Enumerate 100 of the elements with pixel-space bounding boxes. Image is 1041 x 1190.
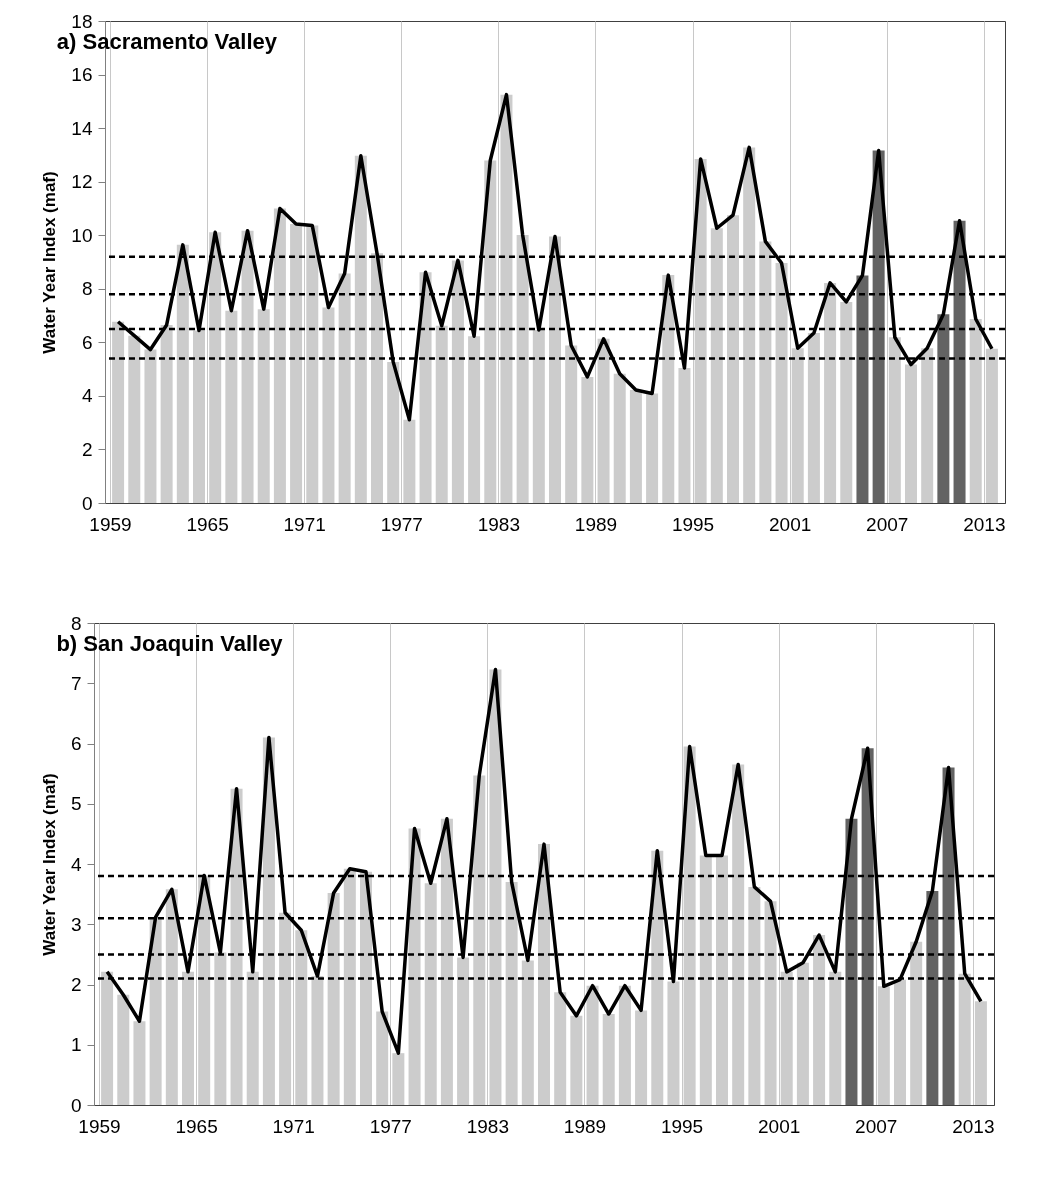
bar: [311, 976, 324, 1105]
bar: [484, 160, 497, 503]
bar: [451, 260, 464, 503]
chart-title: a) Sacramento Valley: [56, 29, 278, 54]
y-tick-label: 3: [70, 913, 82, 935]
y-axis-title: Water Year Index (maf): [40, 171, 60, 354]
bar: [133, 1021, 146, 1105]
bar: [565, 345, 578, 503]
x-tick-label: 1983: [466, 1115, 509, 1137]
bar: [748, 886, 761, 1105]
bar: [953, 220, 966, 503]
y-tick-label: 8: [81, 278, 93, 300]
bar: [354, 155, 367, 503]
bar: [343, 868, 356, 1105]
bar: [602, 1014, 615, 1105]
y-tick-label: 6: [81, 331, 93, 353]
bar: [699, 855, 712, 1105]
bar: [214, 952, 227, 1105]
chart-title: b) San Joaquin Valley: [56, 631, 284, 656]
bar: [710, 228, 723, 503]
bar: [646, 393, 659, 503]
bar: [969, 319, 982, 503]
bar: [613, 373, 626, 503]
x-tick-label: 2007: [855, 1115, 898, 1137]
bar: [149, 917, 162, 1105]
y-tick-label: 0: [70, 1094, 82, 1116]
bar: [257, 309, 270, 503]
bar: [117, 994, 130, 1105]
bar: [327, 892, 340, 1105]
bar: [921, 348, 934, 503]
bar: [910, 941, 923, 1105]
bar: [732, 764, 745, 1105]
y-tick-label: 14: [71, 117, 93, 139]
bar: [424, 883, 437, 1105]
x-tick-label: 1965: [186, 513, 229, 535]
bar: [629, 390, 642, 503]
bar: [824, 282, 837, 503]
bar: [516, 234, 529, 503]
bar: [581, 376, 594, 503]
bar: [764, 901, 777, 1105]
x-tick-label: 1971: [283, 513, 326, 535]
y-tick-label: 0: [81, 492, 93, 514]
y-tick-label: 2: [70, 974, 82, 995]
x-tick-label: 1959: [89, 513, 132, 535]
bar: [937, 314, 950, 503]
x-tick-label: 1977: [369, 1115, 412, 1137]
bar: [521, 960, 534, 1105]
bar: [160, 324, 173, 503]
y-tick-label: 5: [70, 793, 82, 815]
bar: [144, 349, 157, 503]
bar: [241, 230, 254, 503]
bar: [360, 871, 372, 1105]
bar: [796, 962, 809, 1105]
bar: [338, 273, 351, 503]
bar: [505, 882, 518, 1105]
x-tick-label: 2001: [758, 1115, 801, 1137]
y-tick-label: 6: [70, 733, 82, 754]
bar: [597, 338, 610, 503]
bar: [840, 301, 853, 503]
bar: [856, 275, 869, 503]
bar: [387, 361, 400, 503]
bar: [759, 241, 772, 503]
y-tick-label: 7: [70, 672, 82, 694]
bar: [457, 957, 470, 1105]
x-tick-label: 2001: [769, 513, 812, 535]
bar: [716, 855, 728, 1105]
bar: [165, 889, 178, 1105]
y-tick-label: 1: [70, 1034, 82, 1056]
bar: [635, 1010, 648, 1105]
y-tick-label: 10: [71, 224, 93, 246]
bar: [468, 336, 481, 503]
y-axis-title: Water Year Index (maf): [39, 773, 59, 956]
bar: [532, 330, 545, 503]
x-tick-label: 2007: [866, 513, 909, 535]
bar: [322, 307, 335, 503]
x-tick-label: 1965: [175, 1115, 218, 1137]
bar: [419, 272, 432, 503]
bar: [727, 215, 739, 503]
bar: [618, 985, 631, 1105]
bar: [554, 992, 567, 1105]
bar: [182, 971, 194, 1105]
bar: [845, 818, 858, 1105]
bar: [905, 364, 917, 503]
bar: [193, 330, 205, 503]
bar: [440, 818, 453, 1105]
bar: [246, 971, 259, 1105]
bar: [958, 973, 971, 1105]
y-tick-label: 4: [81, 385, 93, 407]
y-tick-label: 16: [71, 64, 93, 86]
y-tick-label: 2: [81, 438, 93, 460]
bar: [279, 912, 292, 1105]
bar: [371, 253, 383, 503]
x-tick-label: 2013: [963, 513, 1006, 535]
x-tick-label: 1995: [660, 1115, 704, 1137]
y-tick-label: 8: [70, 612, 82, 634]
bar: [829, 971, 842, 1105]
bar: [813, 935, 826, 1105]
bar: [678, 368, 691, 503]
bar: [586, 985, 599, 1105]
x-tick-label: 1995: [671, 513, 715, 535]
